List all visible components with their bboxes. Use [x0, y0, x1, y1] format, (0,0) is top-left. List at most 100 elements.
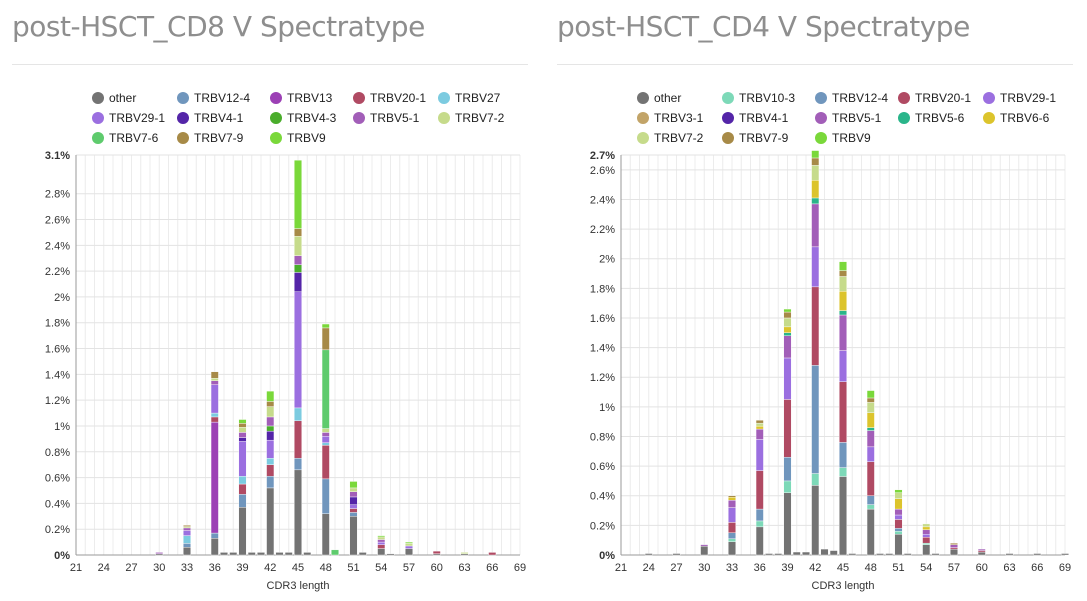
bar-segment[interactable] — [922, 529, 931, 535]
bar-segment[interactable] — [294, 420, 302, 459]
bar-segment[interactable] — [1005, 553, 1014, 556]
bar-stack[interactable] — [432, 550, 441, 556]
bar-segment[interactable] — [294, 458, 302, 471]
legend-item[interactable]: TRBV4-1 — [722, 111, 788, 125]
bar-segment[interactable] — [811, 179, 820, 199]
bar-segment[interactable] — [876, 553, 884, 556]
bar-segment[interactable] — [755, 508, 764, 522]
bar-segment[interactable] — [294, 291, 302, 409]
bar-segment[interactable] — [321, 432, 330, 437]
bar-segment[interactable] — [266, 406, 275, 418]
bar-stack[interactable] — [811, 150, 820, 556]
bar-stack[interactable] — [866, 390, 875, 556]
bar-segment[interactable] — [866, 430, 875, 448]
bar-segment[interactable] — [783, 399, 792, 458]
bar-stack[interactable] — [229, 552, 238, 556]
legend-item[interactable]: TRBV27 — [438, 91, 500, 105]
bar-segment[interactable] — [321, 323, 330, 329]
legend-item[interactable]: TRBV7-9 — [177, 131, 243, 145]
bar-segment[interactable] — [321, 445, 330, 480]
bar-segment[interactable] — [903, 553, 912, 556]
bar-segment[interactable] — [922, 523, 931, 528]
bar-segment[interactable] — [755, 425, 764, 430]
bar-segment[interactable] — [866, 427, 875, 431]
bar-segment[interactable] — [866, 446, 875, 462]
bar-stack[interactable] — [238, 419, 247, 556]
bar-segment[interactable] — [377, 536, 386, 540]
bar-segment[interactable] — [922, 534, 931, 538]
bar-segment[interactable] — [820, 548, 829, 556]
bar-segment[interactable] — [238, 483, 247, 495]
bar-segment[interactable] — [839, 261, 847, 271]
bar-segment[interactable] — [294, 272, 302, 292]
bar-segment[interactable] — [866, 402, 875, 413]
bar-segment[interactable] — [349, 487, 358, 492]
bar-stack[interactable] — [894, 489, 903, 556]
bar-segment[interactable] — [894, 514, 903, 520]
legend-item[interactable]: TRBV13 — [270, 91, 332, 105]
bar-segment[interactable] — [488, 552, 497, 556]
bar-stack[interactable] — [266, 390, 275, 556]
bar-stack[interactable] — [284, 552, 293, 556]
bar-segment[interactable] — [349, 496, 358, 505]
bar-segment[interactable] — [238, 419, 247, 424]
legend-item[interactable]: TRBV9 — [270, 131, 326, 145]
legend-item[interactable]: TRBV10-3 — [722, 91, 795, 105]
bar-segment[interactable] — [321, 349, 330, 429]
bar-segment[interactable] — [247, 552, 256, 556]
bar-segment[interactable] — [839, 381, 847, 443]
bar-stack[interactable] — [820, 548, 829, 556]
bar-segment[interactable] — [728, 532, 736, 539]
bar-segment[interactable] — [783, 457, 792, 482]
bar-stack[interactable] — [386, 553, 395, 556]
bar-segment[interactable] — [377, 548, 386, 556]
bar-segment[interactable] — [700, 545, 709, 556]
bar-segment[interactable] — [755, 422, 764, 427]
bar-segment[interactable] — [728, 497, 736, 501]
bar-segment[interactable] — [349, 504, 358, 509]
legend-item[interactable]: TRBV6-6 — [983, 111, 1049, 125]
legend-item[interactable]: other — [92, 91, 136, 105]
bar-segment[interactable] — [728, 507, 736, 523]
bar-segment[interactable] — [183, 527, 191, 531]
bar-segment[interactable] — [238, 427, 247, 433]
legend-item[interactable]: TRBV20-1 — [898, 91, 971, 105]
bar-segment[interactable] — [321, 442, 330, 446]
bar-segment[interactable] — [728, 541, 736, 556]
bar-segment[interactable] — [894, 519, 903, 529]
bar-segment[interactable] — [405, 548, 413, 556]
bar-segment[interactable] — [210, 416, 219, 423]
bar-stack[interactable] — [700, 544, 709, 556]
bar-segment[interactable] — [266, 430, 275, 441]
bar-segment[interactable] — [755, 419, 764, 424]
bar-segment[interactable] — [266, 416, 275, 427]
bar-segment[interactable] — [783, 357, 792, 400]
bar-segment[interactable] — [894, 498, 903, 510]
bar-segment[interactable] — [321, 436, 330, 443]
bar-segment[interactable] — [839, 310, 847, 316]
bar-segment[interactable] — [275, 552, 284, 556]
legend-item[interactable]: TRBV4-3 — [270, 111, 336, 125]
bar-segment[interactable] — [210, 378, 219, 382]
bar-stack[interactable] — [977, 548, 986, 556]
bar-segment[interactable] — [377, 539, 386, 543]
legend-item[interactable]: TRBV7-2 — [637, 131, 703, 145]
bar-segment[interactable] — [950, 542, 958, 545]
bar-stack[interactable] — [728, 495, 736, 556]
bar-segment[interactable] — [792, 551, 801, 556]
bar-stack[interactable] — [294, 159, 302, 556]
bar-stack[interactable] — [774, 553, 783, 556]
bar-segment[interactable] — [321, 478, 330, 514]
legend-item[interactable]: TRBV5-1 — [815, 111, 881, 125]
bar-segment[interactable] — [728, 538, 736, 542]
bar-segment[interactable] — [839, 350, 847, 382]
bar-segment[interactable] — [811, 473, 820, 486]
bar-segment[interactable] — [783, 326, 792, 333]
bar-segment[interactable] — [755, 520, 764, 528]
bar-segment[interactable] — [839, 291, 847, 311]
bar-segment[interactable] — [950, 547, 958, 550]
bar-segment[interactable] — [866, 508, 875, 556]
bar-stack[interactable] — [488, 552, 497, 556]
bar-segment[interactable] — [238, 441, 247, 477]
bar-segment[interactable] — [266, 401, 275, 407]
